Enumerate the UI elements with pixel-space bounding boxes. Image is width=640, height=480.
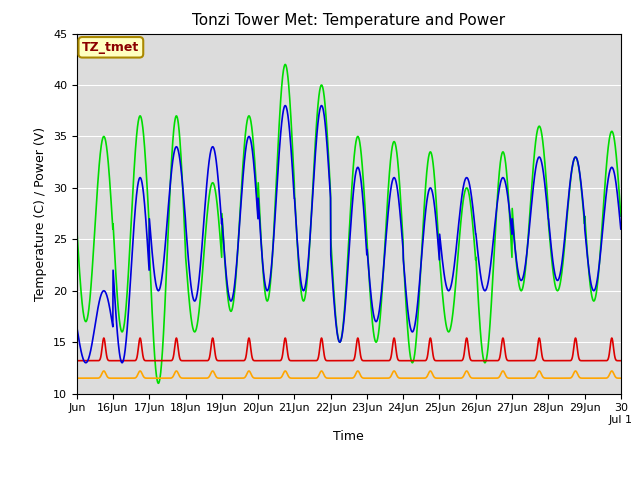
Text: TZ_tmet: TZ_tmet [82, 41, 140, 54]
Panel T [584, 262, 592, 268]
Solar V [569, 372, 577, 378]
Line: Solar V: Solar V [77, 371, 621, 378]
Line: Battery V: Battery V [77, 338, 621, 360]
Air T [282, 103, 289, 108]
Battery V [365, 358, 372, 363]
Air T [617, 226, 625, 232]
Line: Panel T: Panel T [77, 64, 621, 384]
X-axis label: Time: Time [333, 431, 364, 444]
Y-axis label: Temperature (C) / Power (V): Temperature (C) / Power (V) [35, 127, 47, 300]
Panel T [365, 269, 372, 275]
Battery V [73, 358, 81, 363]
Battery V [225, 358, 232, 363]
Air T [73, 324, 81, 330]
Solar V [73, 375, 81, 381]
Panel T [73, 226, 81, 232]
Solar V [617, 375, 625, 381]
Solar V [365, 375, 372, 381]
Panel T [508, 240, 515, 246]
Panel T [377, 309, 385, 314]
Title: Tonzi Tower Met: Temperature and Power: Tonzi Tower Met: Temperature and Power [192, 13, 506, 28]
Legend: Panel T, Battery V, Air T, Solar V: Panel T, Battery V, Air T, Solar V [147, 479, 550, 480]
Battery V [507, 358, 515, 363]
Solar V [376, 375, 384, 381]
Air T [377, 297, 385, 302]
Air T [225, 292, 232, 298]
Battery V [100, 335, 108, 341]
Air T [82, 360, 90, 366]
Line: Air T: Air T [77, 106, 621, 363]
Air T [584, 262, 592, 267]
Air T [508, 224, 515, 229]
Solar V [225, 375, 232, 381]
Solar V [507, 375, 515, 381]
Panel T [282, 61, 289, 67]
Panel T [617, 213, 625, 219]
Panel T [155, 381, 163, 386]
Solar V [100, 368, 108, 374]
Solar V [584, 375, 592, 381]
Panel T [225, 301, 232, 307]
Air T [365, 268, 372, 274]
Battery V [584, 358, 592, 363]
Battery V [569, 351, 577, 357]
Panel T [570, 159, 577, 165]
Battery V [617, 358, 625, 363]
Air T [570, 159, 577, 165]
Battery V [376, 358, 384, 363]
